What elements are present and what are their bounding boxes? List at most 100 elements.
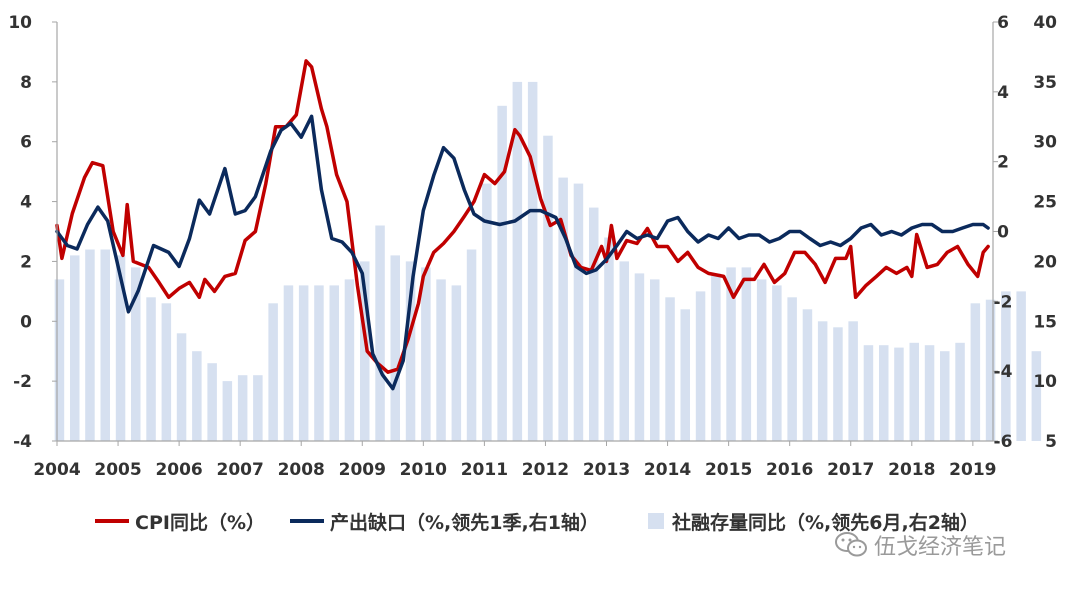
tsf-bar: [604, 237, 614, 441]
tsf-bar: [375, 225, 385, 441]
tsf-bar: [543, 135, 553, 441]
tsf-bar: [634, 273, 645, 441]
chart: -4 -2 0 2 4 6 8 10 -6 -4 -2 0 2 4 6 5 10 15 20 25 30 35 40 2004…: [8, 13, 1057, 480]
left-tick-label: 8: [20, 73, 32, 93]
legend-swatch-cpi: [95, 519, 129, 523]
tsf-bar: [787, 297, 797, 441]
tsf-bar: [756, 279, 767, 441]
left-tick-label: -2: [13, 372, 32, 392]
tsf-bar: [527, 81, 538, 442]
x-tick-label: 2005: [94, 460, 141, 480]
right2-tick-label: 15: [1033, 312, 1057, 332]
tsf-bar: [497, 105, 507, 442]
tsf-bar: [466, 249, 477, 441]
tsf-bar: [817, 321, 828, 441]
legend-item-tsf[interactable]: 社融存量同比（%,领先6月,右2轴）: [648, 505, 979, 537]
tsf-bar: [146, 297, 156, 441]
left-tick-label: 4: [20, 193, 32, 213]
tsf-bar: [680, 309, 690, 441]
tsf-bar: [390, 255, 400, 441]
tsf-bar: [985, 299, 996, 441]
tsf-bar: [955, 342, 965, 441]
x-tick-label: 2018: [888, 460, 935, 480]
tsf-bar: [650, 279, 660, 441]
tick-labels: -4 -2 0 2 4 6 8 10 -6 -4 -2 0 2 4 6 5 10 15 20 25 30 35 40 2004…: [8, 13, 1057, 480]
tsf-bar: [405, 261, 416, 441]
tsf-bar: [665, 297, 675, 441]
tsf-bar: [176, 333, 187, 441]
tsf-bar: [253, 375, 263, 441]
x-tick-label: 2009: [339, 460, 386, 480]
tsf-bar: [1001, 291, 1011, 441]
tsf-bar: [726, 267, 736, 441]
tsf-bar: [894, 347, 904, 441]
tsf-bar: [924, 345, 935, 441]
tsf-bar: [695, 291, 706, 441]
tsf-bar: [711, 273, 721, 441]
wechat-icon: [835, 532, 867, 557]
right2-tick-label: 10: [1033, 372, 1057, 392]
tsf-bar: [344, 279, 355, 441]
tsf-bar: [619, 261, 629, 441]
tsf-bar: [237, 375, 248, 441]
tsf-bar: [802, 309, 813, 441]
tsf-bar: [451, 285, 462, 441]
tsf-bar: [161, 303, 172, 441]
right1-tick-label: 4: [997, 83, 1009, 103]
x-tick-label: 2004: [33, 460, 80, 480]
tsf-bar: [573, 183, 584, 441]
tsf-bar: [589, 207, 599, 441]
tsf-bar: [115, 255, 126, 441]
tsf-bar: [360, 261, 370, 441]
legend-swatch-tsf: [648, 513, 664, 529]
legend-label-cpi: CPI同比（%）: [135, 511, 265, 534]
left-tick-label: 6: [20, 133, 32, 153]
tsf-bar: [482, 183, 492, 441]
tsf-bar: [1016, 291, 1026, 441]
tsf-bar: [329, 285, 339, 441]
tsf-bar: [1031, 351, 1042, 441]
tsf-bars: [54, 81, 1042, 442]
left-tick-label: -4: [13, 432, 32, 452]
right2-tick-label: 20: [1033, 252, 1057, 272]
right1-tick-label: -2: [994, 292, 1013, 312]
tsf-bar: [100, 249, 110, 441]
x-tick-label: 2019: [949, 460, 996, 480]
tsf-bar: [772, 285, 782, 441]
tsf-bar: [879, 345, 889, 441]
x-tick-label: 2008: [278, 460, 325, 480]
right1-tick-label: 2: [997, 153, 1009, 173]
tsf-bar: [558, 177, 568, 441]
x-tick-label: 2011: [461, 460, 508, 480]
right2-tick-label: 40: [1033, 13, 1057, 33]
x-tick-label: 2010: [400, 460, 447, 480]
tsf-bar: [298, 285, 309, 441]
tsf-bar: [54, 279, 65, 441]
tsf-bar: [970, 303, 981, 441]
legend-swatch-gap: [290, 519, 324, 523]
left-tick-label: 10: [8, 13, 32, 33]
legend-item-gap[interactable]: 产出缺口（%,领先1季,右1轴）: [290, 505, 599, 537]
tsf-bar: [314, 285, 324, 441]
tsf-bar: [222, 381, 233, 441]
x-tick-label: 2013: [583, 460, 630, 480]
right2-tick-label: 35: [1033, 73, 1057, 93]
right1-tick-label: 6: [997, 13, 1009, 33]
tsf-bar: [436, 279, 446, 441]
x-tick-label: 2012: [522, 460, 569, 480]
left-tick-label: 2: [20, 252, 32, 272]
tsf-bar: [85, 249, 95, 441]
tsf-bar: [131, 267, 141, 441]
x-tick-label: 2017: [827, 460, 874, 480]
legend: CPI同比（%） 产出缺口（%,领先1季,右1轴） 社融存量同比（%,领先6月,…: [0, 505, 1080, 537]
legend-item-cpi[interactable]: CPI同比（%）: [95, 505, 265, 537]
cpi-line: [55, 59, 990, 374]
legend-label-tsf: 社融存量同比（%,领先6月,右2轴）: [672, 511, 979, 534]
watermark-text: 伍戈经济笔记: [874, 535, 1007, 560]
axes: [52, 21, 998, 446]
left-tick-label: 0: [20, 312, 32, 332]
right1-tick-label: -4: [994, 362, 1013, 382]
tsf-bar: [268, 303, 278, 441]
watermark: 伍戈经济笔记: [834, 528, 1006, 562]
x-tick-label: 2007: [217, 460, 264, 480]
